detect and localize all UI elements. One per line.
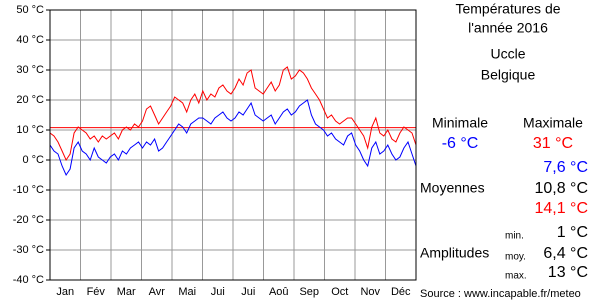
- y-tick-label: 50 °C: [16, 4, 44, 16]
- location: Belgique: [481, 67, 536, 83]
- x-tick-label: Jui: [241, 286, 255, 298]
- y-tick-label: 30 °C: [16, 64, 44, 76]
- amplitudes-label: Amplitudes: [420, 245, 489, 261]
- x-tick-label: Jui: [211, 286, 225, 298]
- temperature-line: [49, 66, 417, 162]
- mean-min: 7,6 °C: [543, 159, 588, 176]
- stat-header: Minimale: [432, 115, 488, 131]
- source: Source : www.incapable.fr/meteo: [420, 288, 581, 300]
- x-tick-label: Nov: [360, 286, 380, 298]
- x-tick-label: Mai: [178, 286, 196, 298]
- min-extreme: -6 °C: [442, 135, 479, 152]
- y-tick-label: -10 °C: [13, 184, 44, 196]
- x-tick-label: Avr: [149, 286, 166, 298]
- plot-frame: [49, 9, 417, 281]
- temperature-line: [49, 99, 417, 177]
- mean: 10,8 °C: [534, 180, 588, 197]
- mean-max: 14,1 °C: [534, 200, 588, 217]
- x-tick-label: Déc: [391, 286, 411, 298]
- x-tick-label: Fév: [87, 286, 106, 298]
- title-line: l'année 2016: [468, 20, 548, 36]
- y-tick-label: 40 °C: [16, 34, 44, 46]
- amplitude-key: moy.: [505, 252, 526, 263]
- stat-header: Maximale: [523, 115, 583, 131]
- y-tick-label: 20 °C: [16, 94, 44, 106]
- y-tick-label: 0 °C: [22, 154, 44, 166]
- amplitude-key: max.: [505, 271, 527, 282]
- x-tick-label: Jan: [56, 286, 74, 298]
- y-tick-label: -30 °C: [13, 244, 44, 256]
- y-tick-label: -40 °C: [13, 274, 44, 286]
- location: Uccle: [490, 46, 525, 62]
- x-tick-label: Sep: [299, 286, 319, 298]
- amplitude: 6,4 °C: [543, 245, 588, 262]
- amplitude: 1 °C: [557, 224, 588, 241]
- title-line: Températures de: [455, 1, 560, 17]
- means-label: Moyennes: [420, 180, 485, 196]
- y-tick-label: -20 °C: [13, 214, 44, 226]
- max-extreme: 31 °C: [533, 135, 573, 152]
- amplitude-key: min.: [505, 231, 524, 242]
- x-tick-label: Oct: [331, 286, 348, 298]
- amplitude: 13 °C: [548, 264, 588, 281]
- x-tick-label: Aoû: [269, 286, 289, 298]
- x-tick-label: Mar: [117, 286, 136, 298]
- y-tick-label: 10 °C: [16, 124, 44, 136]
